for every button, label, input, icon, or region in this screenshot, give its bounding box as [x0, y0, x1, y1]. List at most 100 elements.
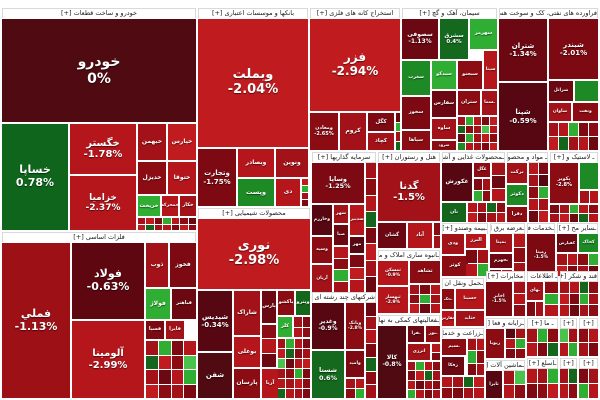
treemap-cell-small[interactable] — [560, 329, 568, 342]
treemap-cell[interactable]: خبهمن — [138, 124, 166, 160]
treemap-cell-small[interactable] — [514, 262, 525, 276]
treemap-cell[interactable]: صبا — [334, 225, 348, 245]
treemap-cell-small[interactable] — [569, 384, 577, 398]
treemap-cell[interactable]: غگل — [474, 163, 490, 177]
treemap-cell-small[interactable] — [569, 329, 577, 342]
treemap-cell[interactable]: سشرق 0.4% — [440, 19, 468, 59]
treemap-cell[interactable]: وپترو — [296, 291, 310, 315]
treemap-cell-small[interactable] — [474, 142, 481, 150]
section-header[interactable]: ـ مواد و محصولات دارو [+] — [507, 152, 548, 163]
treemap-cell-small[interactable] — [286, 359, 294, 368]
section-header[interactable]: ـماشین آلات [+] — [486, 360, 525, 371]
treemap-cell[interactable]: ـهای — [527, 282, 543, 300]
treemap-cell-small[interactable] — [545, 293, 558, 305]
section-header[interactable]: خودرو و ساخت قطعات [+] — [2, 8, 196, 19]
treemap-cell[interactable]: رمپنا -1.5% — [527, 234, 555, 276]
treemap-cell-small[interactable] — [569, 205, 579, 213]
treemap-cell-small[interactable] — [559, 205, 569, 213]
treemap-cell[interactable]: آباد — [408, 223, 432, 248]
treemap-cell-small[interactable] — [420, 285, 430, 294]
treemap-cell-small[interactable] — [146, 341, 158, 355]
treemap-cell[interactable]: ودی — [442, 234, 464, 254]
treemap-cell-small[interactable] — [516, 349, 525, 358]
treemap-cell-small[interactable] — [539, 211, 548, 222]
treemap-cell-small[interactable] — [506, 349, 515, 358]
treemap-cell-small[interactable] — [548, 343, 558, 356]
treemap-cell-small[interactable] — [482, 117, 489, 125]
treemap-cell[interactable]: شاوان — [549, 103, 571, 121]
treemap-cell[interactable]: شرانل — [549, 81, 573, 101]
treemap-cell[interactable]: کخاک — [579, 234, 598, 252]
treemap-cell-small[interactable] — [492, 176, 505, 188]
treemap-cell-small[interactable] — [420, 304, 430, 313]
treemap-cell-small[interactable] — [589, 343, 598, 356]
treemap-cell-small[interactable] — [366, 344, 376, 357]
treemap-cell[interactable]: پارس — [262, 291, 276, 323]
treemap-cell-small[interactable] — [424, 389, 432, 398]
treemap-cell-small[interactable] — [490, 125, 497, 133]
treemap-cell-small[interactable] — [579, 369, 588, 383]
treemap-cell[interactable]: خمحرکه — [162, 196, 178, 216]
treemap-cell-small[interactable] — [476, 351, 484, 363]
treemap-cell[interactable]: زفکا — [442, 357, 464, 375]
treemap-cell[interactable]: سبجنو — [458, 61, 482, 89]
treemap-cell[interactable]: بوعلی — [234, 337, 260, 367]
treemap-cell-small[interactable] — [504, 385, 514, 398]
treemap-cell-small[interactable] — [171, 355, 184, 369]
treemap-cell[interactable]: سفارس — [432, 91, 456, 117]
treemap-cell[interactable]: شفن — [198, 353, 232, 398]
treemap-cell-small[interactable] — [515, 371, 525, 384]
treemap-cell-small[interactable] — [537, 343, 548, 356]
treemap-cell[interactable]: خدیزل — [138, 162, 166, 194]
treemap-cell-small[interactable] — [302, 200, 308, 206]
treemap-cell-small[interactable] — [490, 142, 497, 150]
treemap-cell-small[interactable] — [408, 389, 416, 398]
treemap-cell-small[interactable] — [580, 191, 589, 203]
section-header[interactable]: ـبیمه وصندو [+] — [442, 223, 488, 234]
treemap-cell-small[interactable] — [366, 357, 376, 371]
treemap-cell-small[interactable] — [588, 265, 598, 276]
treemap-cell-small[interactable] — [163, 224, 171, 230]
treemap-cell[interactable]: کروم — [340, 113, 366, 150]
treemap-cell-small[interactable] — [294, 317, 302, 327]
treemap-cell-small[interactable] — [302, 317, 310, 327]
treemap-cell-small[interactable] — [278, 379, 286, 388]
treemap-cell[interactable]: وبانک -2.8% — [346, 303, 364, 349]
treemap-cell-small[interactable] — [569, 369, 577, 383]
treemap-cell[interactable]: دفرا — [507, 207, 527, 222]
treemap-cell-small[interactable] — [529, 187, 538, 198]
treemap-cell-small[interactable] — [432, 389, 440, 398]
treemap-cell[interactable]: شبندر -2.01% — [549, 19, 598, 79]
treemap-cell[interactable]: ونفت — [573, 103, 598, 121]
treemap-cell-small[interactable] — [188, 218, 196, 224]
treemap-cell-small[interactable] — [559, 137, 568, 150]
treemap-cell-small[interactable] — [476, 339, 484, 351]
section-header[interactable]: ـسایر مح [+] — [557, 223, 598, 234]
treemap-cell-small[interactable] — [262, 353, 276, 367]
section-header[interactable]: محصولات شیمیایی [+] — [198, 208, 310, 219]
treemap-cell-small[interactable] — [294, 369, 302, 378]
treemap-cell-small[interactable] — [366, 179, 376, 195]
treemap-cell[interactable]: پارسان — [234, 369, 260, 398]
treemap-cell-small[interactable] — [154, 218, 163, 224]
treemap-cell-small[interactable] — [557, 254, 567, 265]
treemap-cell[interactable]: وساپا -1.25% — [312, 163, 364, 203]
treemap-cell-small[interactable] — [262, 339, 276, 353]
section-header[interactable]: ـرایانه و فعا [+] — [486, 318, 525, 329]
treemap-cell-small[interactable] — [366, 276, 376, 292]
treemap-cell-small[interactable] — [474, 377, 484, 387]
treemap-cell[interactable]: سپاها — [402, 131, 430, 150]
treemap-cell-small[interactable] — [569, 305, 579, 316]
treemap-cell-small[interactable] — [589, 205, 598, 213]
treemap-cell-small[interactable] — [496, 203, 505, 212]
treemap-cell-small[interactable] — [514, 248, 525, 262]
treemap-cell-small[interactable] — [302, 339, 310, 348]
treemap-cell-small[interactable] — [482, 179, 490, 190]
treemap-cell-small[interactable] — [527, 343, 537, 356]
treemap-cell-small[interactable] — [545, 305, 558, 316]
treemap-cell[interactable]: ذوب — [146, 243, 168, 287]
treemap-cell[interactable]: وبملت -2.04% — [198, 19, 308, 147]
treemap-cell-small[interactable] — [560, 343, 568, 356]
treemap-cell-small[interactable] — [560, 384, 568, 398]
treemap-cell[interactable]: خریخت — [138, 196, 160, 216]
